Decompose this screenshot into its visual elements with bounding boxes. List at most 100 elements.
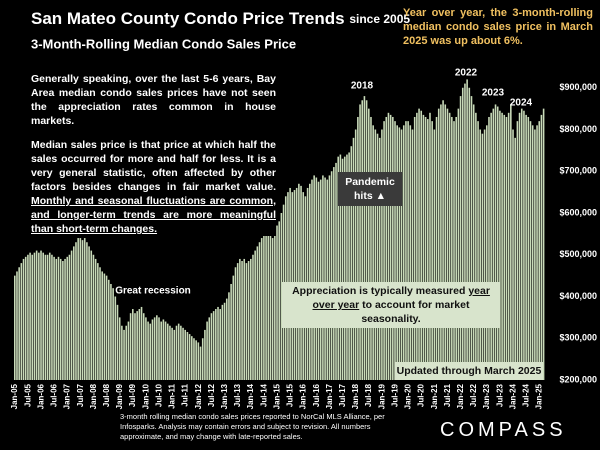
bar — [394, 121, 396, 381]
bar — [328, 175, 331, 380]
x-tick-label: Jan-22 — [456, 383, 465, 409]
bar — [121, 325, 123, 380]
bar — [319, 179, 322, 380]
bar — [164, 321, 167, 380]
bar — [333, 167, 335, 380]
x-tick-label: Jul-14 — [259, 383, 268, 407]
bar — [402, 125, 405, 380]
bar — [151, 319, 154, 380]
bar — [317, 181, 320, 380]
bar — [245, 263, 248, 380]
bar — [239, 258, 241, 380]
bar — [35, 250, 38, 380]
footnote: 3-month rolling median condo sales price… — [120, 412, 385, 441]
title-suffix: since 2005 — [349, 12, 410, 26]
bar — [496, 106, 499, 380]
note-text: to account for market seasonality. — [361, 299, 470, 325]
bar — [110, 283, 112, 380]
bar — [252, 254, 254, 380]
x-tick-label: Jan-11 — [168, 383, 177, 408]
x-tick-label: Jan-14 — [246, 383, 255, 409]
y-tick-label: $600,000 — [559, 207, 597, 217]
bar — [197, 342, 200, 380]
bar — [212, 311, 215, 380]
x-tick-label: Jul-16 — [312, 383, 321, 407]
bar — [18, 267, 20, 380]
x-tick-label: Jan-16 — [299, 383, 308, 409]
bar — [217, 306, 219, 380]
bar — [134, 313, 136, 380]
bar — [309, 183, 311, 380]
bar — [381, 129, 383, 380]
bar — [97, 263, 99, 380]
bar — [68, 254, 71, 380]
bar — [442, 100, 444, 381]
bar — [215, 309, 217, 380]
annotation: 2024 — [510, 98, 533, 109]
bar — [219, 309, 221, 380]
x-tick-label: Jan-09 — [115, 383, 124, 409]
bar — [514, 137, 516, 380]
bar — [486, 125, 488, 380]
bar — [254, 250, 256, 380]
bar — [400, 129, 403, 380]
bar — [201, 338, 204, 380]
bar — [232, 275, 235, 380]
bar — [59, 258, 62, 380]
bar — [490, 112, 492, 381]
bar — [191, 336, 193, 380]
note-underlined: Monthly and seasonal fluctuations are co… — [31, 195, 276, 235]
notes: Generally speaking, over the last 5-6 ye… — [31, 72, 276, 236]
bar — [79, 238, 82, 380]
annotation: Great recession — [115, 286, 191, 297]
bar — [409, 125, 412, 380]
x-tick-label: Jul-19 — [390, 383, 399, 407]
bar — [90, 250, 93, 380]
x-tick-label: Jan-05 — [10, 383, 19, 409]
bar — [22, 258, 25, 380]
y-tick-label: $800,000 — [559, 124, 597, 134]
bar — [208, 317, 211, 380]
bar — [46, 254, 49, 380]
bar — [241, 261, 243, 380]
bar — [499, 110, 501, 381]
bar — [158, 317, 160, 380]
bar — [75, 242, 77, 380]
bar — [40, 250, 42, 380]
bar — [468, 87, 471, 380]
bar — [424, 116, 427, 380]
bar — [16, 271, 18, 380]
bar — [512, 129, 514, 380]
bar — [350, 146, 353, 380]
x-tick-label: Jul-07 — [76, 383, 85, 407]
bar — [42, 252, 44, 380]
bar — [64, 258, 66, 380]
x-tick-label: Jan-19 — [377, 383, 386, 409]
x-tick-label: Jul-09 — [128, 383, 137, 407]
y-tick-label: $200,000 — [559, 374, 597, 384]
bar — [51, 254, 53, 380]
bar — [407, 121, 409, 381]
bar — [520, 108, 523, 380]
bar — [370, 116, 372, 380]
bar — [204, 329, 206, 380]
bar — [105, 275, 108, 380]
bar — [396, 125, 398, 380]
bar — [501, 112, 503, 381]
bar — [492, 108, 495, 380]
bar — [411, 129, 414, 380]
x-tick-label: Jan-07 — [63, 383, 72, 409]
annotation: 2022 — [455, 68, 478, 79]
bar — [392, 116, 394, 380]
brand: COMPASS — [440, 419, 567, 441]
bar — [339, 154, 342, 380]
bar — [162, 319, 165, 380]
bar — [182, 327, 184, 380]
y-tick-label: $900,000 — [559, 82, 597, 92]
bar — [505, 116, 508, 380]
bar — [234, 267, 237, 380]
bar — [413, 116, 416, 380]
bar — [453, 121, 455, 381]
x-tick-label: Jan-23 — [482, 383, 491, 409]
x-tick-label: Jul-13 — [233, 383, 242, 407]
